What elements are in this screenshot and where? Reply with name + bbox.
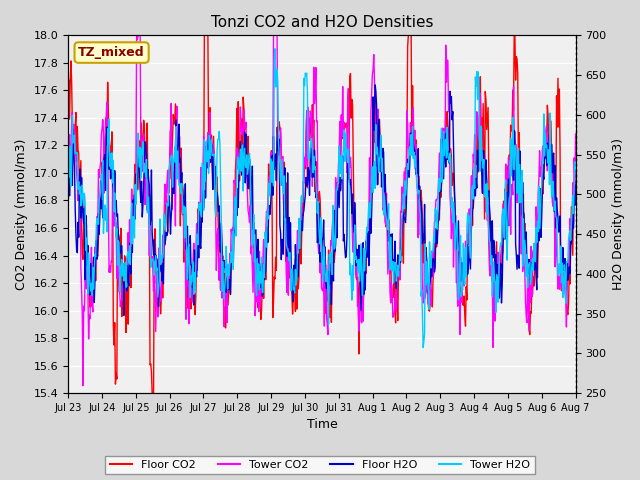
Floor CO2: [572, 177, 579, 183]
Tower CO2: [179, 212, 186, 217]
Floor H2O: [371, 82, 379, 88]
Line: Tower CO2: Tower CO2: [68, 36, 575, 385]
Floor CO2: [64, 74, 72, 80]
Tower CO2: [385, 255, 392, 261]
Tower H2O: [271, 46, 279, 52]
Tower H2O: [74, 150, 81, 156]
Floor H2O: [385, 238, 392, 244]
Floor H2O: [120, 312, 128, 318]
Tower CO2: [127, 250, 134, 255]
Tower H2O: [399, 210, 406, 216]
Tower H2O: [64, 185, 72, 191]
Floor H2O: [572, 182, 579, 188]
Line: Floor CO2: Floor CO2: [68, 36, 575, 393]
Title: Tonzi CO2 and H2O Densities: Tonzi CO2 and H2O Densities: [211, 15, 433, 30]
Floor H2O: [399, 208, 407, 214]
Floor CO2: [148, 390, 156, 396]
Tower H2O: [572, 167, 579, 172]
Floor CO2: [178, 181, 186, 187]
Line: Tower H2O: Tower H2O: [68, 49, 575, 348]
Tower H2O: [177, 191, 185, 196]
X-axis label: Time: Time: [307, 419, 337, 432]
Tower H2O: [384, 227, 392, 232]
Floor CO2: [200, 33, 208, 38]
Tower H2O: [125, 243, 133, 249]
Tower CO2: [64, 134, 72, 140]
Tower CO2: [572, 131, 579, 137]
Legend: Floor CO2, Tower CO2, Floor H2O, Tower H2O: Floor CO2, Tower CO2, Floor H2O, Tower H…: [105, 456, 535, 474]
Floor CO2: [74, 123, 81, 129]
Tower CO2: [132, 33, 140, 38]
Floor H2O: [205, 145, 212, 151]
Floor H2O: [74, 250, 81, 255]
Tower CO2: [399, 202, 407, 207]
Floor CO2: [399, 260, 407, 266]
Floor H2O: [64, 213, 72, 218]
Floor CO2: [125, 254, 133, 260]
Text: TZ_mixed: TZ_mixed: [78, 46, 145, 59]
Floor CO2: [205, 126, 213, 132]
Floor H2O: [178, 170, 186, 176]
Floor H2O: [127, 240, 134, 246]
Tower H2O: [419, 345, 427, 350]
Tower CO2: [79, 383, 87, 388]
Tower CO2: [74, 180, 81, 185]
Y-axis label: CO2 Density (mmol/m3): CO2 Density (mmol/m3): [15, 139, 28, 290]
Y-axis label: H2O Density (mmol/m3): H2O Density (mmol/m3): [612, 138, 625, 290]
Line: Floor H2O: Floor H2O: [68, 85, 575, 315]
Floor CO2: [385, 236, 392, 242]
Tower CO2: [205, 164, 213, 169]
Tower H2O: [204, 148, 212, 154]
